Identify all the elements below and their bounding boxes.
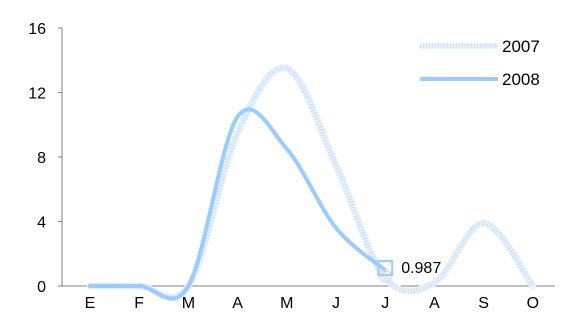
- series-2008-line: [88, 107, 388, 301]
- x-tick-label: S: [478, 295, 489, 312]
- y-tick-label: 0: [37, 279, 46, 296]
- y-tick-label: 16: [28, 21, 46, 38]
- series-2008-marker: [377, 260, 394, 277]
- x-tick-label: J: [381, 295, 389, 312]
- series-2007-line-base: [86, 64, 537, 301]
- data-labels: 0.987: [401, 260, 441, 277]
- y-tick-labels: 0 4 8 12 16: [28, 21, 62, 296]
- data-label-2008-last: 0.987: [401, 260, 441, 277]
- x-tick-label: J: [332, 295, 340, 312]
- axes: [61, 28, 555, 287]
- x-tick-label: F: [134, 295, 144, 312]
- x-tick-label: O: [527, 295, 539, 312]
- x-tick-label: E: [85, 295, 96, 312]
- y-tick-label: 4: [37, 215, 46, 232]
- x-tick-label: M: [280, 295, 293, 312]
- legend-label-2008: 2008: [502, 70, 540, 89]
- series-layer: [86, 64, 537, 301]
- x-tick-label: A: [232, 295, 243, 312]
- legend: 2007 2008: [420, 37, 540, 89]
- x-tick-label: M: [182, 295, 195, 312]
- legend-label-2007: 2007: [502, 37, 540, 56]
- y-tick-label: 12: [28, 86, 46, 103]
- x-tick-label: A: [429, 295, 440, 312]
- y-tick-label: 8: [37, 150, 46, 167]
